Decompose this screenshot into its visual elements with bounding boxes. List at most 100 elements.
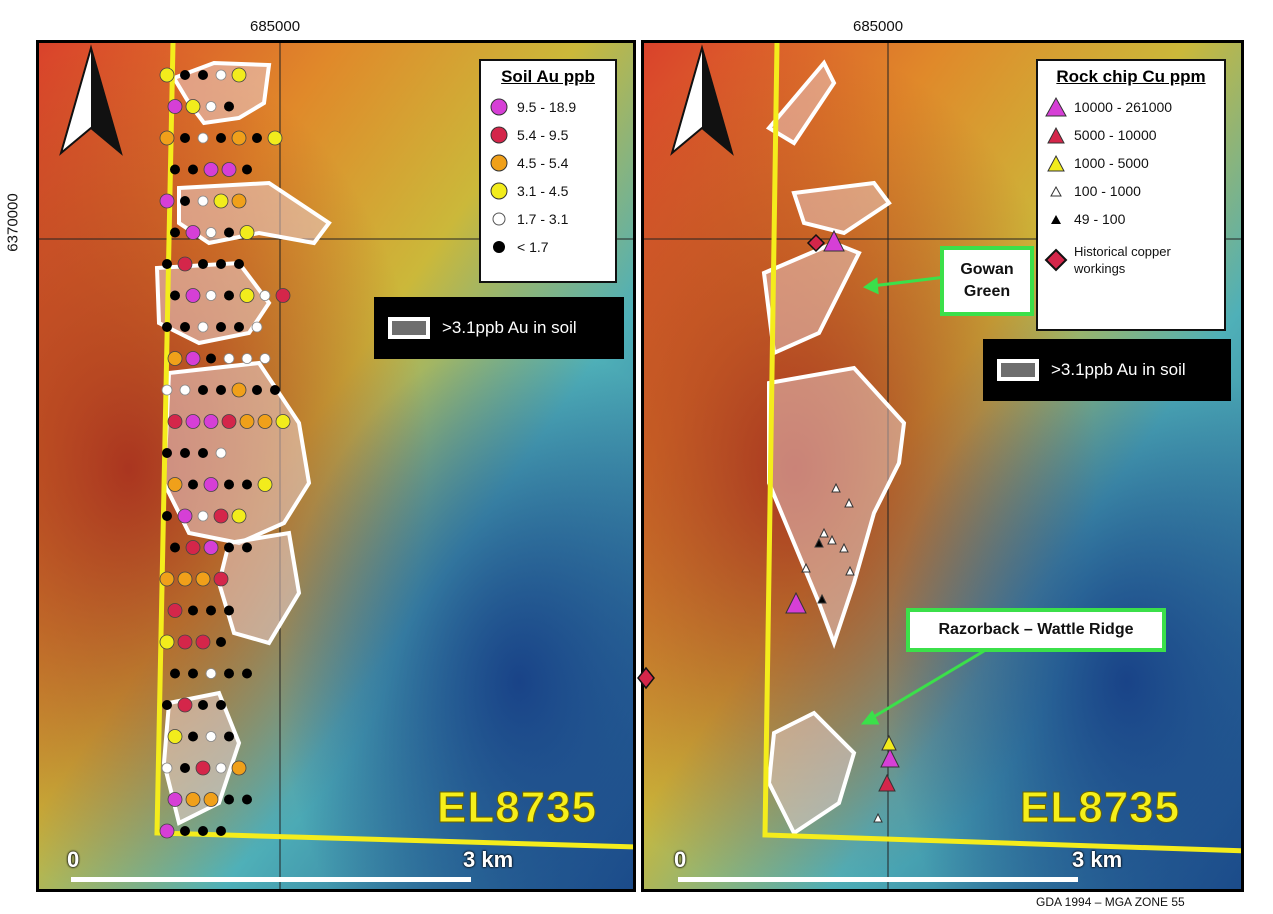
soil-sample-dot: [224, 731, 234, 742]
soil-sample-dot: [221, 414, 237, 429]
soil-sample-dot: [195, 571, 211, 587]
historical-workings-row: Historical copper workings: [1038, 237, 1224, 283]
scale-zero-left: 0: [67, 847, 80, 872]
soil-sample-dot: [167, 729, 183, 744]
rock-chip-triangle: [823, 229, 845, 252]
anomaly-key-left: >3.1ppb Au in soil: [374, 297, 624, 359]
soil-sample-dot: [195, 634, 211, 650]
soil-sample-dot: [180, 322, 190, 332]
soil-sample-dot: [162, 511, 172, 521]
historical-label-2: workings: [1074, 261, 1126, 276]
soil-sample-dot: [170, 290, 180, 301]
soil-sample-dot: [275, 288, 291, 303]
soil-sample-dot: [185, 225, 201, 240]
soil-sample-dot: [198, 700, 208, 710]
razorback-label: Razorback – Wattle Ridge: [938, 621, 1134, 638]
soil-sample-dot: [197, 195, 209, 207]
soil-legend-title: Soil Au ppb: [501, 67, 595, 86]
soil-sample-dot: [215, 69, 227, 81]
soil-sample-dot: [161, 762, 173, 774]
soil-sample-dot: [203, 414, 219, 429]
soil-sample-dot: [180, 448, 190, 458]
soil-sample-dot: [167, 414, 183, 429]
gowan-line2: Green: [963, 283, 1011, 300]
soil-sample-dot: [170, 542, 180, 553]
scale-bar-left: [71, 877, 471, 882]
soil-sample-dot: [224, 668, 234, 679]
soil-sample-dot: [159, 823, 175, 839]
rockchip-legend: Rock chip Cu ppm 10000 - 261000 5000 - 1…: [1036, 59, 1226, 331]
soil-sample-dot: [159, 193, 175, 209]
soil-sample-dot: [205, 668, 217, 679]
soil-sample-dot: [224, 101, 234, 112]
historical-working-diamond: [806, 233, 826, 253]
historical-label-1: Historical copper: [1074, 244, 1171, 259]
scale-end-left: 3 km: [463, 847, 514, 872]
soil-sample-dot: [198, 448, 208, 458]
soil-sample-dot: [216, 826, 226, 836]
soil-sample-dot: [167, 99, 183, 114]
soil-sample-dot: [197, 321, 209, 333]
soil-legend-label: < 1.7: [517, 239, 549, 255]
soil-sample-dot: [259, 353, 271, 364]
soil-sample-dot: [275, 414, 291, 429]
soil-legend: Soil Au ppb 9.5 - 18.9 5.4 - 9.5 4.5 - 5…: [479, 59, 617, 283]
scale-zero-right: 0: [674, 847, 687, 872]
soil-sample-dot: [203, 477, 219, 492]
gowan-line1: Gowan: [960, 261, 1014, 278]
soil-sample-dot: [203, 540, 219, 555]
rock-chip-triangle: [839, 542, 849, 553]
map-panel-rockchip: Rock chip Cu ppm 10000 - 261000 5000 - 1…: [641, 40, 1244, 892]
soil-legend-label: 4.5 - 5.4: [517, 155, 569, 171]
rockchip-legend-row: 1000 - 5000: [1038, 149, 1224, 177]
rock-chip-triangle: [817, 593, 827, 604]
soil-sample-dot: [159, 634, 175, 650]
soil-sample-dot: [239, 225, 255, 240]
north-arrow-icon-left: [59, 44, 123, 156]
soil-sample-dot: [252, 133, 262, 143]
soil-sample-dot: [252, 385, 262, 395]
soil-sample-dot: [188, 731, 198, 742]
rock-chip-triangle: [880, 747, 900, 768]
northing-label: 6370000: [4, 193, 22, 252]
soil-sample-dot: [185, 414, 201, 429]
soil-sample-dot: [185, 792, 201, 807]
soil-sample-dot: [161, 384, 173, 396]
soil-sample-dot: [198, 385, 208, 395]
soil-sample-dot: [185, 351, 201, 366]
soil-legend-row: 3.1 - 4.5: [481, 177, 615, 205]
easting-label-right: 685000: [853, 18, 904, 35]
map-panel-soil: Soil Au ppb 9.5 - 18.9 5.4 - 9.5 4.5 - 5…: [36, 40, 636, 892]
soil-sample-dot: [185, 99, 201, 114]
soil-sample-dot: [162, 322, 172, 332]
soil-sample-dot: [241, 353, 253, 364]
callout-arrows: [860, 274, 985, 725]
soil-sample-dot: [167, 351, 183, 366]
anomaly-key-right: >3.1ppb Au in soil: [983, 339, 1231, 401]
tenement-boundary-left: [154, 43, 633, 850]
soil-sample-dot: [162, 700, 172, 710]
soil-sample-dot: [221, 162, 237, 177]
soil-legend-label: 5.4 - 9.5: [517, 127, 569, 143]
soil-sample-dot: [231, 382, 247, 398]
soil-sample-dot: [167, 477, 183, 492]
soil-sample-dot: [180, 763, 190, 773]
rock-chip-triangle: [845, 565, 855, 576]
soil-legend-row: 9.5 - 18.9: [481, 93, 615, 121]
soil-sample-dot: [257, 414, 273, 429]
soil-sample-dot: [185, 288, 201, 303]
soil-sample-dot: [231, 130, 247, 146]
soil-sample-dot: [216, 322, 226, 332]
rockchip-legend-label: 1000 - 5000: [1074, 155, 1149, 171]
soil-sample-dot: [259, 290, 271, 301]
soil-legend-label: 9.5 - 18.9: [517, 99, 577, 115]
anomaly-key-label: >3.1ppb Au in soil: [442, 318, 577, 337]
soil-sample-dot: [234, 259, 244, 269]
rock-chip-points: [785, 229, 900, 823]
soil-sample-dot: [180, 826, 190, 836]
rock-chip-triangle: [844, 497, 854, 508]
callout-gowan-green: Gowan Green: [940, 246, 1034, 316]
rock-chip-triangle: [814, 537, 824, 548]
anomaly-key-label: >3.1ppb Au in soil: [1051, 360, 1186, 379]
soil-sample-dot: [231, 193, 247, 209]
